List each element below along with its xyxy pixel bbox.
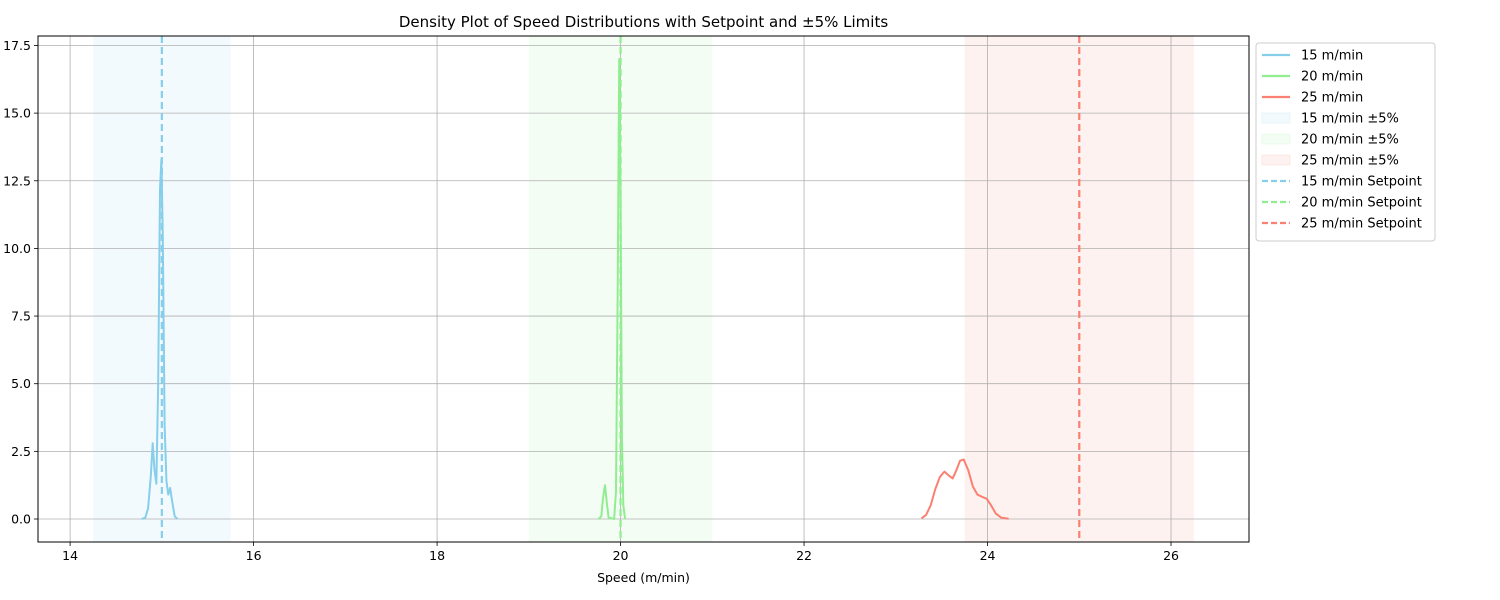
y-tick-label: 17.5 [3, 38, 31, 53]
legend-item-25-m-min-setpoint: 25 m/min Setpoint [1262, 217, 1422, 232]
x-tick-label: 14 [62, 548, 78, 563]
x-tick-label: 18 [429, 548, 445, 563]
legend-label: 15 m/min [1301, 49, 1363, 64]
legend-swatch [1261, 133, 1291, 145]
legend-label: 15 m/min ±5% [1301, 112, 1399, 127]
legend-item-20-m-min-5: 20 m/min ±5% [1261, 133, 1399, 148]
legend-swatch [1261, 112, 1291, 124]
x-axis-label: Speed (m/min) [597, 570, 690, 585]
density-series [141, 58, 1009, 520]
chart-title: Density Plot of Speed Distributions with… [399, 13, 888, 31]
legend-box [1255, 42, 1436, 242]
series-line-20-m-min [597, 58, 627, 520]
y-tick-label: 12.5 [3, 173, 31, 188]
legend-label: 20 m/min ±5% [1301, 133, 1399, 148]
legend-label: 25 m/min ±5% [1301, 154, 1399, 169]
legend-swatch [1261, 154, 1291, 166]
series-line-15-m-min [141, 158, 179, 520]
legend-item-20-m-min: 20 m/min [1262, 70, 1363, 85]
legend-item-25-m-min-5: 25 m/min ±5% [1261, 154, 1399, 169]
legend-label: 20 m/min [1301, 70, 1363, 85]
legend-item-15-m-min-5: 15 m/min ±5% [1261, 112, 1399, 127]
y-tick-label: 15.0 [3, 106, 31, 121]
y-tick-label: 5.0 [11, 376, 31, 391]
x-tick-label: 24 [980, 548, 996, 563]
legend-item-20-m-min-setpoint: 20 m/min Setpoint [1262, 196, 1422, 211]
x-tick-label: 16 [246, 548, 262, 563]
legend-item-15-m-min-setpoint: 15 m/min Setpoint [1262, 175, 1422, 190]
series-line-25-m-min [920, 458, 1009, 520]
x-tick-label: 22 [796, 548, 812, 563]
x-tick-label: 20 [613, 548, 629, 563]
y-tick-label: 2.5 [11, 444, 31, 459]
y-tick-label: 0.0 [11, 512, 31, 527]
legend-label: 25 m/min Setpoint [1301, 217, 1422, 232]
setpoint-lines [160, 36, 1081, 542]
x-axis-ticks: 14 16 18 20 22 24 26 [62, 542, 1179, 563]
y-axis-ticks: 0.0 2.5 5.0 7.5 10.0 12.5 15.0 17.5 [3, 38, 38, 527]
legend-label: 20 m/min Setpoint [1301, 196, 1422, 211]
legend-label: 15 m/min Setpoint [1301, 175, 1422, 190]
legend-item-15-m-min: 15 m/min [1262, 49, 1363, 64]
legend-label: 25 m/min [1301, 91, 1363, 106]
legend-item-25-m-min: 25 m/min [1262, 91, 1363, 106]
x-tick-label: 26 [1163, 548, 1179, 563]
y-tick-label: 7.5 [11, 309, 31, 324]
legend: 15 m/min 20 m/min 25 m/min 15 m/min ±5% 20 m… [1255, 42, 1436, 242]
tolerance-bands [93, 36, 1194, 542]
y-tick-label: 10.0 [3, 241, 31, 256]
plot-frame [37, 35, 1250, 543]
